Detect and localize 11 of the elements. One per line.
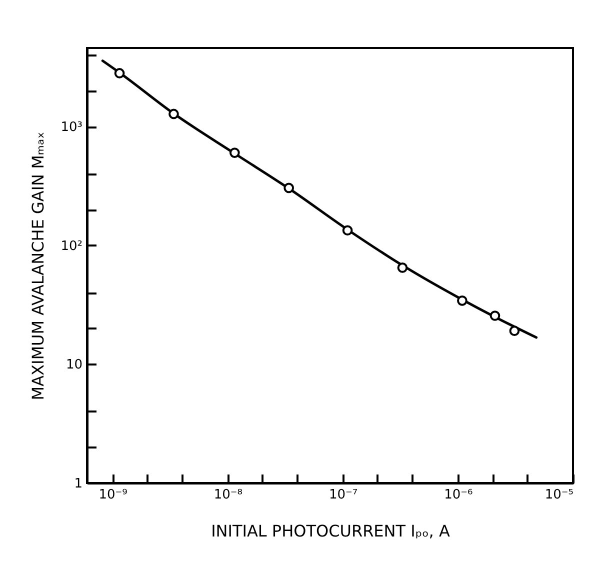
x-tick-label: 10⁻⁷: [328, 488, 358, 502]
x-tick-label: 10⁻⁵: [544, 488, 574, 502]
y-tick-label: 1: [74, 476, 82, 492]
y-tick-label: 10³: [60, 120, 82, 136]
x-axis-title: INITIAL PHOTOCURRENT Iₚₒ, A: [211, 522, 450, 540]
y-axis-title: MAXIMUM AVALANCHE GAIN Mₘₐₓ: [28, 132, 48, 400]
y-tick-label: 10: [66, 358, 82, 373]
x-tick-label: 10⁻⁶: [444, 488, 473, 502]
y-tick-label: 10²: [60, 238, 82, 254]
x-tick-label: 10⁻⁸: [214, 488, 242, 502]
x-tick-label: 10⁻⁹: [98, 488, 128, 502]
